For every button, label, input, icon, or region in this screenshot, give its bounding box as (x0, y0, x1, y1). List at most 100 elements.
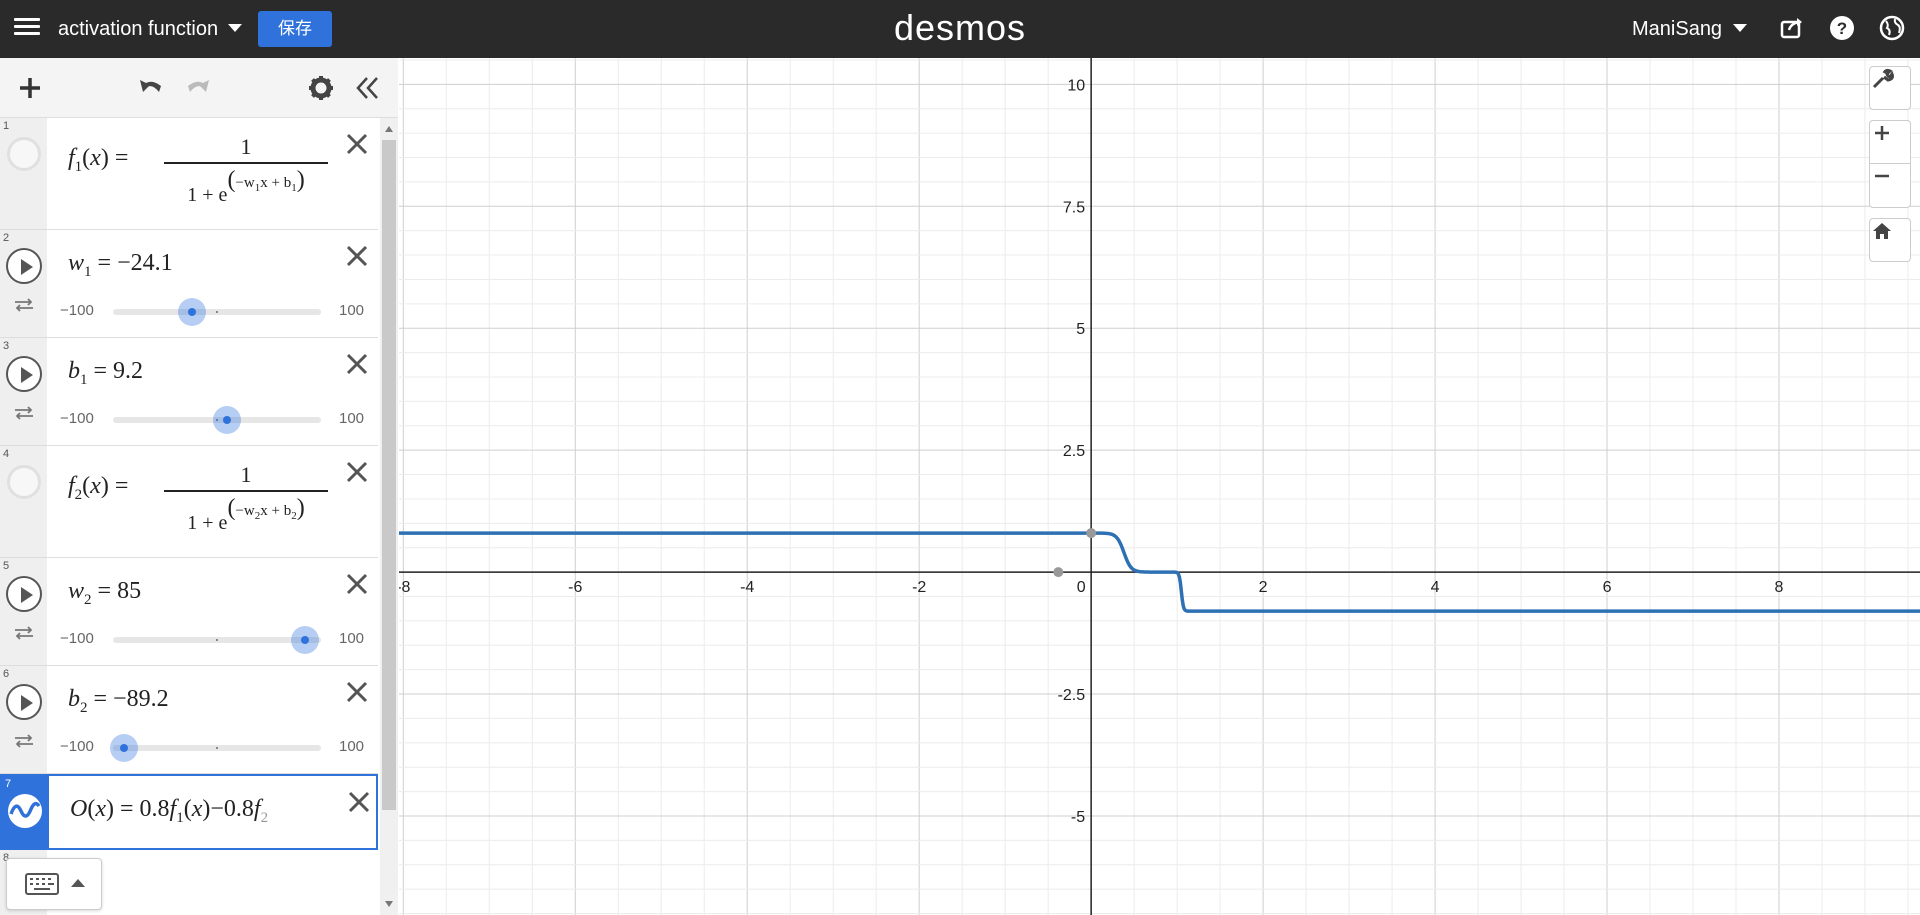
slider-min[interactable]: −100 (60, 302, 94, 319)
expression-gutter: 7 (2, 776, 49, 848)
slider-equation[interactable]: w1 = −24.1 (68, 250, 173, 280)
keypad-expand-icon[interactable] (71, 879, 85, 887)
x-tick-label: -6 (568, 579, 582, 596)
zoom-out-button[interactable] (1869, 164, 1911, 208)
slider-track[interactable] (113, 745, 321, 751)
slider-expression-row[interactable]: 3 b1 = 9.2 −100 100 (0, 338, 378, 446)
delete-expression-icon[interactable] (343, 678, 371, 706)
save-button[interactable]: 保存 (258, 11, 332, 47)
expression-list-scrollbar[interactable] (380, 118, 398, 915)
loop-mode-icon[interactable] (11, 624, 37, 642)
slider-expression-row[interactable]: 2 w1 = −24.1 −100 100 (0, 230, 378, 338)
expression-row[interactable]: 4 f2(x) = 1 1 + e(−w2x + b2) (0, 446, 378, 558)
expression-row-active[interactable]: 7 O(x) = 0.8f1(x)−0.8f2 (0, 774, 378, 850)
function-label[interactable]: f1(x) = (68, 145, 129, 175)
exponent-subscript: 1 (291, 181, 297, 194)
help-icon[interactable]: ? (1829, 15, 1855, 41)
slider-expression-row[interactable]: 6 b2 = −89.2 −100 100 (0, 666, 378, 774)
slider-thumb[interactable] (212, 406, 241, 434)
hidden-graph-toggle-icon[interactable] (7, 465, 41, 499)
loop-mode-icon[interactable] (11, 296, 37, 314)
expression-gutter: 4 (0, 446, 47, 557)
slider-variable: b (68, 358, 80, 384)
slider-track[interactable] (113, 309, 321, 315)
slider-equation[interactable]: b1 = 9.2 (68, 358, 144, 388)
slider-max[interactable]: 100 (339, 738, 365, 755)
slider-thumb[interactable] (177, 298, 206, 326)
loop-mode-icon[interactable] (11, 732, 37, 750)
scroll-up-icon[interactable] (385, 126, 393, 132)
share-icon[interactable] (1779, 15, 1805, 41)
collapse-panel-icon[interactable] (352, 72, 384, 104)
delete-expression-icon[interactable] (343, 130, 371, 158)
expression-gutter: 5 (0, 558, 47, 665)
hidden-graph-toggle-icon[interactable] (7, 137, 41, 171)
slider-subscript: 2 (80, 700, 88, 716)
output-equation[interactable]: O(x) = 0.8f1(x)−0.8f2 (70, 796, 269, 826)
slider-track[interactable] (113, 637, 321, 643)
slider-thumb[interactable] (110, 734, 139, 762)
zoom-in-button[interactable] (1869, 120, 1911, 164)
scroll-down-icon[interactable] (385, 901, 393, 907)
slider-value: 9.2 (113, 358, 144, 384)
delete-expression-icon[interactable] (343, 350, 371, 378)
settings-gear-icon[interactable] (305, 72, 337, 104)
scrollbar-thumb[interactable] (382, 140, 396, 810)
y-tick-label: 7.5 (1063, 199, 1085, 216)
svg-text:?: ? (1837, 19, 1847, 38)
expression-index: 7 (5, 778, 12, 790)
graph-paper[interactable]: -8 -6 -4 -2 0 2 4 6 8 10 7.5 5 2.5 -2.5 -5 (399, 58, 1920, 915)
expression-index: 8 (3, 852, 10, 864)
slider-min[interactable]: −100 (60, 410, 94, 427)
slider-max[interactable]: 100 (339, 410, 365, 427)
expression-gutter: 3 (0, 338, 47, 445)
y-tick-label: -5 (1071, 809, 1085, 826)
play-animation-icon[interactable] (6, 684, 42, 720)
slider-thumb[interactable] (291, 626, 320, 654)
slider-min[interactable]: −100 (60, 738, 94, 755)
hamburger-menu-icon[interactable] (14, 16, 40, 42)
slider-max[interactable]: 100 (339, 630, 365, 647)
slider-variable: b (68, 686, 80, 712)
slider-expression-row[interactable]: 5 w2 = 85 −100 100 (0, 558, 378, 666)
play-animation-icon[interactable] (6, 576, 42, 612)
graph-title[interactable]: activation function (58, 18, 219, 40)
delete-expression-icon[interactable] (343, 242, 371, 270)
fraction[interactable]: 1 1 + e(−w1x + b1) (164, 134, 328, 207)
play-animation-icon[interactable] (6, 356, 42, 392)
coefficient: −0.8 (210, 796, 254, 822)
redo-icon[interactable] (182, 72, 214, 104)
title-dropdown-icon[interactable] (228, 24, 242, 32)
user-menu[interactable]: ManiSang (1632, 18, 1723, 40)
slider-min[interactable]: −100 (60, 630, 94, 647)
expression-row[interactable]: 1 f1(x) = 1 1 + e(−w1x + b1) (0, 118, 378, 230)
delete-expression-icon[interactable] (343, 458, 371, 486)
slider-max[interactable]: 100 (339, 302, 365, 319)
slider-equation[interactable]: w2 = 85 (68, 578, 142, 608)
expression-gutter: 1 (0, 118, 47, 229)
slider-variable: w (68, 578, 85, 604)
slider-equation[interactable]: b2 = −89.2 (68, 686, 169, 716)
slider-subscript: 2 (84, 592, 92, 608)
add-item-icon[interactable] (14, 72, 46, 104)
home-icon (1873, 223, 1891, 239)
play-animation-icon[interactable] (6, 248, 42, 284)
graph-canvas[interactable]: -8 -6 -4 -2 0 2 4 6 8 10 7.5 5 2.5 -2.5 -5 (399, 58, 1920, 915)
undo-icon[interactable] (135, 72, 167, 104)
loop-mode-icon[interactable] (11, 404, 37, 422)
keypad-toggle-button[interactable] (6, 858, 102, 910)
fraction[interactable]: 1 1 + e(−w2x + b2) (164, 462, 328, 535)
expression-index: 3 (3, 340, 10, 352)
function-name: f (68, 473, 75, 499)
term-subscript: 1 (176, 810, 184, 826)
delete-expression-icon[interactable] (343, 570, 371, 598)
delete-expression-icon[interactable] (345, 788, 373, 816)
language-globe-icon[interactable] (1879, 15, 1905, 41)
output-function-name: O (70, 796, 88, 822)
default-viewport-button[interactable] (1869, 218, 1911, 262)
function-label[interactable]: f2(x) = (68, 473, 129, 503)
graph-curve-style-icon[interactable] (6, 792, 44, 830)
user-dropdown-icon[interactable] (1733, 24, 1747, 32)
graph-settings-button[interactable] (1869, 66, 1911, 110)
slider-track[interactable] (113, 417, 321, 423)
